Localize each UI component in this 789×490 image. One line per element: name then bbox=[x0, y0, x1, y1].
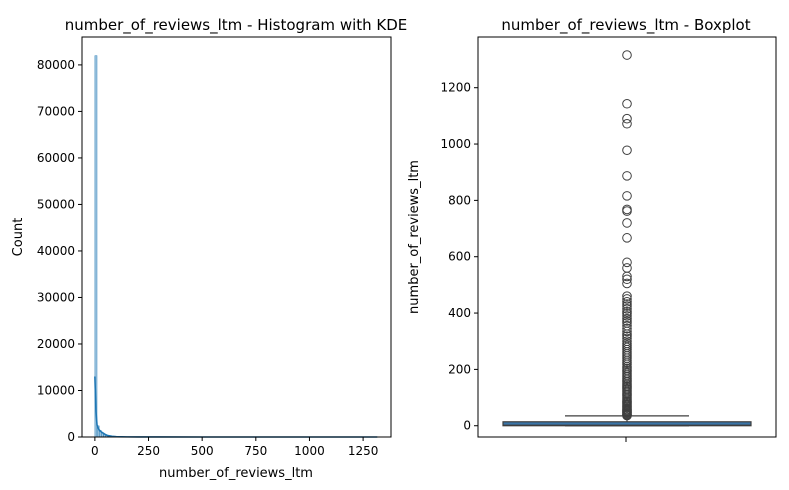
histogram-y-tick-label: 70000 bbox=[37, 104, 75, 118]
boxplot-plot-area bbox=[502, 50, 752, 427]
histogram-x-axis-label: number_of_reviews_ltm bbox=[159, 466, 313, 481]
boxplot-outlier bbox=[622, 218, 632, 228]
boxplot-outlier bbox=[622, 311, 632, 321]
boxplot-outlier bbox=[622, 278, 632, 289]
boxplot-outlier bbox=[622, 304, 632, 314]
boxplot-outlier bbox=[622, 294, 632, 304]
histogram-y-tick-label: 60000 bbox=[37, 151, 75, 165]
kde-curve bbox=[94, 376, 378, 438]
histogram-y-tick-label: 10000 bbox=[37, 383, 75, 397]
histogram-y-tick-label: 0 bbox=[67, 430, 75, 444]
histogram-plot-area bbox=[94, 55, 378, 438]
boxplot-outlier bbox=[622, 98, 632, 109]
boxplot-y-tick-label: 800 bbox=[448, 193, 471, 207]
boxplot-outlier bbox=[622, 274, 632, 285]
histogram-x-tick-label: 1250 bbox=[348, 444, 379, 458]
boxplot-outlier bbox=[622, 118, 632, 129]
boxplot-outlier bbox=[622, 271, 632, 282]
histogram-title: number_of_reviews_ltm - Histogram with K… bbox=[65, 16, 408, 35]
boxplot-outlier bbox=[622, 113, 632, 124]
boxplot-y-tick-label: 400 bbox=[448, 306, 471, 320]
boxplot-outlier bbox=[622, 191, 632, 201]
histogram-x-tick-label: 750 bbox=[244, 444, 267, 458]
boxplot-outlier bbox=[622, 331, 632, 341]
boxplot-outlier bbox=[622, 308, 632, 319]
boxplot-y-tick-label: 200 bbox=[448, 362, 471, 376]
boxplot-outlier bbox=[622, 323, 632, 334]
histogram-x-tick-label: 0 bbox=[91, 444, 99, 458]
histogram-y-tick-label: 40000 bbox=[37, 244, 75, 258]
boxplot-y-ticks: 0 200 400 600 800 1000 1200 bbox=[440, 81, 478, 433]
histogram-y-axis-label: Count bbox=[11, 218, 26, 257]
histogram-y-tick-label: 30000 bbox=[37, 290, 75, 304]
boxplot-outlier bbox=[622, 233, 632, 243]
boxplot-y-tick-label: 1200 bbox=[440, 81, 471, 95]
histogram-x-tick-label: 500 bbox=[191, 444, 214, 458]
histogram-frame bbox=[81, 36, 392, 438]
boxplot-outlier bbox=[622, 145, 632, 156]
boxplot-outlier bbox=[622, 326, 632, 337]
boxplot-outlier bbox=[622, 301, 632, 311]
boxplot-y-axis-label: number_of_reviews_ltm bbox=[407, 160, 422, 314]
boxplot-outlier bbox=[622, 291, 632, 301]
boxplot-y-tick-label: 600 bbox=[448, 250, 471, 264]
boxplot-outlier bbox=[622, 50, 632, 60]
boxplot-outlier bbox=[622, 410, 632, 421]
boxplot-outlier bbox=[622, 257, 632, 268]
histogram-x-tick-label: 1000 bbox=[294, 444, 325, 458]
boxplot-outlier bbox=[622, 263, 632, 273]
boxplot-y-tick-label: 0 bbox=[463, 419, 471, 433]
boxplot-panel: number_of_reviews_ltm - Boxplot number_o… bbox=[407, 16, 777, 442]
histogram-y-tick-label: 20000 bbox=[37, 337, 75, 351]
boxplot-title: number_of_reviews_ltm - Boxplot bbox=[501, 16, 750, 35]
boxplot-y-tick-label: 1000 bbox=[440, 137, 471, 151]
histogram-y-tick-label: 50000 bbox=[37, 197, 75, 211]
boxplot-outlier bbox=[622, 206, 632, 216]
boxplot-frame bbox=[477, 36, 777, 438]
boxplot-outlier bbox=[622, 296, 632, 307]
histogram-x-ticks: 0 250 500 750 1000 1250 bbox=[91, 437, 378, 458]
boxplot-outlier bbox=[622, 171, 632, 181]
histogram-panel: number_of_reviews_ltm - Histogram with K… bbox=[11, 16, 407, 481]
histogram-x-tick-label: 250 bbox=[137, 444, 160, 458]
histogram-y-tick-label: 80000 bbox=[37, 58, 75, 72]
histogram-y-ticks: 0 10000 20000 30000 40000 50000 60000 70000 8000… bbox=[37, 58, 82, 444]
boxplot-outlier bbox=[622, 313, 632, 324]
